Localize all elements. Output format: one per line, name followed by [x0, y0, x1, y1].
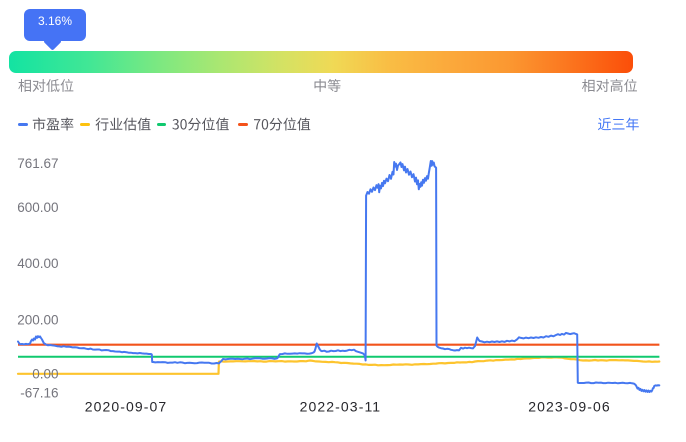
- svg-text:200.00: 200.00: [17, 312, 58, 327]
- svg-text:400.00: 400.00: [17, 256, 58, 271]
- svg-text:600.00: 600.00: [17, 200, 58, 215]
- svg-text:761.67: 761.67: [17, 156, 58, 171]
- svg-text:2022-03-11: 2022-03-11: [300, 399, 382, 415]
- svg-text:0.00: 0.00: [32, 367, 58, 382]
- svg-text:-67.16: -67.16: [20, 385, 58, 400]
- svg-text:2023-09-06: 2023-09-06: [528, 399, 611, 415]
- svg-text:2020-09-07: 2020-09-07: [85, 399, 168, 415]
